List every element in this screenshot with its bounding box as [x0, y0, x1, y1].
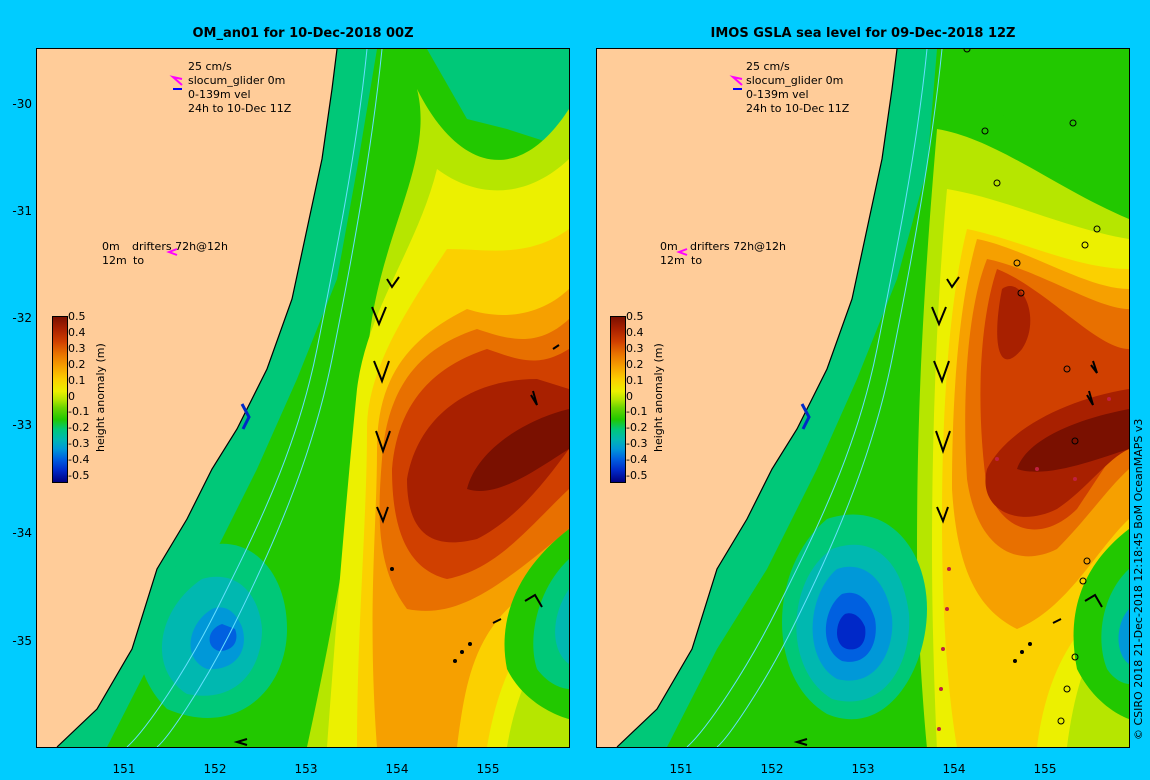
colorbar-tick: -0.1 — [626, 405, 648, 419]
colorbar-tick: -0.3 — [626, 437, 648, 451]
y-tick-label: -33 — [12, 418, 32, 432]
x-tick-label: 155 — [476, 762, 500, 776]
x-tick-label: 152 — [203, 762, 227, 776]
x-tick-label: 153 — [851, 762, 875, 776]
colorbar-tick: 0.2 — [626, 357, 644, 371]
right-glider-label: slocum_glider 0m — [746, 74, 844, 87]
left-drifter-to: to — [133, 254, 145, 267]
y-tick-label: -34 — [12, 526, 32, 540]
left-colorbar — [52, 316, 68, 483]
right-drifter-bottom: 12m — [660, 254, 685, 267]
colorbar-tick: -0.1 — [68, 405, 90, 419]
x-tick-label: 154 — [942, 762, 966, 776]
left-map-panel[interactable] — [36, 48, 570, 748]
left-colorbar-ticks: 0.5 0.4 0.3 0.2 0.1 0 -0.1 -0.2 -0.3 -0.… — [68, 309, 94, 484]
left-colorbar-label: height anomaly (m) — [94, 343, 107, 452]
left-drifter-top: 0m — [102, 240, 120, 253]
colorbar-tick: -0.5 — [626, 469, 648, 483]
colorbar-tick: 0.4 — [626, 325, 644, 339]
left-vel-label: 0-139m vel — [188, 88, 251, 101]
right-drifter-label: drifters 72h@12h — [690, 240, 787, 253]
right-panel-title: IMOS GSLA sea level for 09-Dec-2018 12Z — [710, 26, 1016, 41]
colorbar-tick: -0.5 — [68, 469, 90, 483]
right-drifter-to: to — [691, 254, 703, 267]
right-scale-label: 25 cm/s — [746, 60, 790, 73]
colorbar-tick: 0 — [626, 389, 633, 403]
left-drifter-bottom: 12m — [102, 254, 127, 267]
left-scale-label: 25 cm/s — [188, 60, 232, 73]
colorbar-tick: 0.1 — [68, 373, 86, 387]
x-tick-label: 154 — [385, 762, 409, 776]
colorbar-tick: 0.3 — [68, 341, 86, 355]
left-sea-level-map — [37, 49, 569, 747]
y-tick-label: -32 — [12, 311, 32, 325]
right-vel-label: 0-139m vel — [746, 88, 809, 101]
right-colorbar — [610, 316, 626, 483]
colorbar-tick: -0.4 — [626, 453, 648, 467]
x-tick-label: 152 — [760, 762, 784, 776]
right-sea-level-map — [597, 49, 1129, 747]
right-colorbar-label: height anomaly (m) — [652, 343, 665, 452]
colorbar-tick: 0.5 — [626, 310, 644, 323]
y-tick-label: -31 — [12, 204, 32, 218]
x-tick-label: 155 — [1033, 762, 1057, 776]
left-panel-title: OM_an01 for 10-Dec-2018 00Z — [192, 26, 414, 41]
colorbar-tick: 0.2 — [68, 357, 86, 371]
x-tick-label: 151 — [112, 762, 136, 776]
y-tick-label: -30 — [12, 97, 32, 111]
left-glider-label: slocum_glider 0m — [188, 74, 286, 87]
colorbar-tick: 0.5 — [68, 310, 86, 323]
colorbar-tick: 0.3 — [626, 341, 644, 355]
x-tick-label: 151 — [669, 762, 693, 776]
colorbar-tick: -0.4 — [68, 453, 90, 467]
left-window-label: 24h to 10-Dec 11Z — [188, 102, 292, 115]
right-colorbar-ticks: 0.5 0.4 0.3 0.2 0.1 0 -0.1 -0.2 -0.3 -0.… — [626, 309, 652, 484]
y-tick-label: -35 — [12, 634, 32, 648]
right-map-panel[interactable] — [596, 48, 1130, 748]
colorbar-tick: 0.4 — [68, 325, 86, 339]
colorbar-tick: -0.2 — [626, 421, 648, 435]
colorbar-tick: -0.2 — [68, 421, 90, 435]
right-drifter-top: 0m — [660, 240, 678, 253]
colorbar-tick: -0.3 — [68, 437, 90, 451]
colorbar-tick: 0.1 — [626, 373, 644, 387]
right-window-label: 24h to 10-Dec 11Z — [746, 102, 850, 115]
colorbar-tick: 0 — [68, 389, 75, 403]
copyright-credit: © CSIRO 2018 21-Dec-2018 12:18:45 BoM Oc… — [1132, 418, 1145, 740]
x-tick-label: 153 — [294, 762, 318, 776]
left-drifter-label: drifters 72h@12h — [132, 240, 229, 253]
